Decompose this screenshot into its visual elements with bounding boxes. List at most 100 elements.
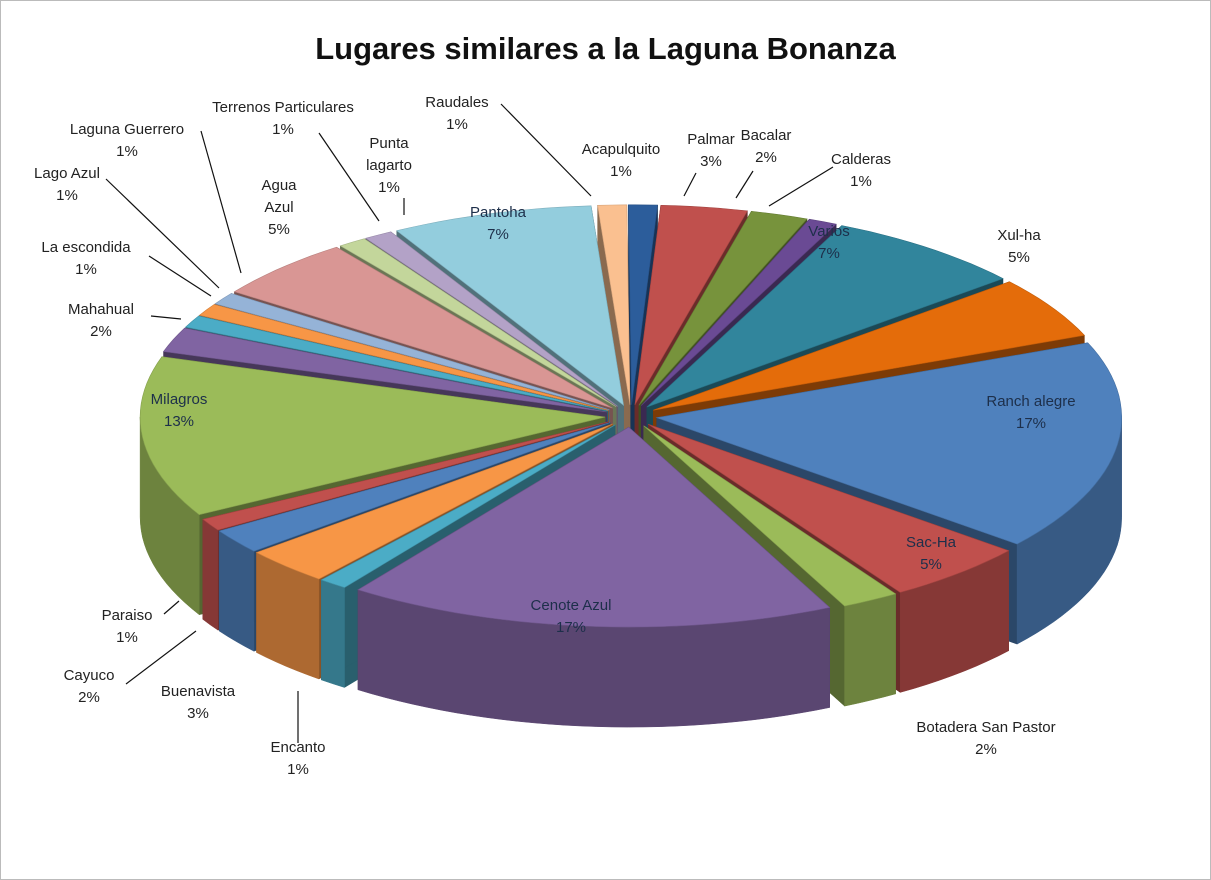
category-label: Laguna Guerrero xyxy=(69,121,185,138)
value-label: 1% xyxy=(446,116,468,133)
category-label: La escondida xyxy=(41,239,131,256)
category-label: Pantoha xyxy=(470,204,526,221)
slice-label: Calderas 1% xyxy=(831,149,891,193)
chart-title: Lugares similares a la Laguna Bonanza xyxy=(315,31,896,66)
category-label: Encanto xyxy=(270,739,326,756)
slice xyxy=(597,204,631,405)
value-label: 1% xyxy=(75,261,97,278)
slice xyxy=(638,210,808,406)
category-label: Agua Azul xyxy=(261,177,297,216)
slice xyxy=(396,205,625,407)
category-label: Bacalar xyxy=(740,127,792,144)
value-label: 2% xyxy=(975,741,997,758)
value-label: 2% xyxy=(90,323,112,340)
leader-line xyxy=(125,630,197,685)
category-label: Sac-Ha xyxy=(905,534,957,551)
value-label: 7% xyxy=(818,245,840,262)
leader-line xyxy=(148,255,212,297)
slice-wall xyxy=(202,518,219,631)
slice-label: Pantoha 7% xyxy=(470,202,526,246)
slice xyxy=(202,421,609,531)
slice xyxy=(364,231,618,407)
slice xyxy=(357,426,831,628)
slice-label: Laguna Guerrero 1% xyxy=(70,119,184,163)
value-label: 1% xyxy=(116,143,138,160)
value-label: 5% xyxy=(1008,249,1030,266)
value-label: 13% xyxy=(163,413,195,430)
category-label: Palmar xyxy=(687,131,735,148)
leader-line xyxy=(163,600,180,615)
slice xyxy=(634,204,748,406)
value-label: 7% xyxy=(487,226,509,243)
slice-wall xyxy=(844,593,896,707)
category-label: Cenote Azul xyxy=(530,597,612,614)
category-label: Varios xyxy=(808,223,850,240)
value-label: 1% xyxy=(56,187,78,204)
slice xyxy=(640,218,837,406)
category-label: Raudales xyxy=(425,94,489,111)
leader-line xyxy=(200,130,242,274)
slice xyxy=(255,423,613,580)
category-label: Terrenos Particulares xyxy=(212,99,354,116)
category-label: Lago Azul xyxy=(34,165,100,182)
value-label: 1% xyxy=(287,761,309,778)
slice-label: Cenote Azul 17% xyxy=(531,595,612,639)
value-label: 1% xyxy=(378,179,400,196)
slice xyxy=(648,424,1010,593)
slice xyxy=(628,204,658,405)
category-label: Acapulquito xyxy=(581,141,661,158)
slice-label: Botadera San Pastor 2% xyxy=(916,717,1055,761)
slice-label: Bacalar 2% xyxy=(741,125,792,169)
slice-label: Mahahual 2% xyxy=(68,299,134,343)
slice-label: Lago Azul 1% xyxy=(34,163,100,207)
slice xyxy=(218,422,611,552)
slice xyxy=(233,246,613,409)
value-label: 1% xyxy=(272,121,294,138)
slice-label: Milagros 13% xyxy=(151,389,208,433)
slice-label: Encanto 1% xyxy=(270,737,325,781)
value-label: 3% xyxy=(187,705,209,722)
value-label: 17% xyxy=(1015,415,1047,432)
value-label: 2% xyxy=(78,689,100,706)
category-label: Milagros xyxy=(150,391,208,408)
value-label: 17% xyxy=(555,619,587,636)
leader-line xyxy=(500,103,592,197)
category-label: Cayuco xyxy=(63,667,115,684)
value-label: 5% xyxy=(920,556,942,573)
slice xyxy=(162,327,607,413)
slice-label: Agua Azul 5% xyxy=(247,175,311,241)
category-label: Mahahual xyxy=(68,301,134,318)
slice-label: Ranch alegre 17% xyxy=(986,391,1075,435)
category-label: Calderas xyxy=(830,151,892,168)
leader-line xyxy=(150,315,182,320)
leader-line xyxy=(735,170,754,199)
slice xyxy=(655,342,1123,545)
category-label: Ranch alegre xyxy=(986,393,1076,410)
slice-wall xyxy=(321,579,345,688)
slice xyxy=(339,238,617,408)
leader-line xyxy=(768,166,834,207)
value-label: 1% xyxy=(116,629,138,646)
slice-label: Varios 7% xyxy=(808,221,849,265)
slice-label: Raudales 1% xyxy=(425,92,488,136)
slice-label: Cayuco 2% xyxy=(64,665,115,709)
value-label: 1% xyxy=(610,163,632,180)
category-label: Xul-ha xyxy=(997,227,1041,244)
category-label: Punta lagarto xyxy=(366,135,412,174)
slice-label: La escondida 1% xyxy=(41,237,130,281)
value-label: 3% xyxy=(700,153,722,170)
slice xyxy=(646,225,1004,408)
slice xyxy=(214,293,610,411)
slice-label: Terrenos Particulares 1% xyxy=(212,97,354,141)
value-label: 1% xyxy=(850,173,872,190)
category-label: Buenavista xyxy=(160,683,236,700)
slice xyxy=(184,315,608,412)
slice xyxy=(643,425,897,607)
slice xyxy=(320,424,616,588)
leader-line xyxy=(683,172,697,197)
slice-label: Paraiso 1% xyxy=(102,605,153,649)
slice-label: Acapulquito 1% xyxy=(582,139,660,183)
leader-line xyxy=(105,178,220,289)
